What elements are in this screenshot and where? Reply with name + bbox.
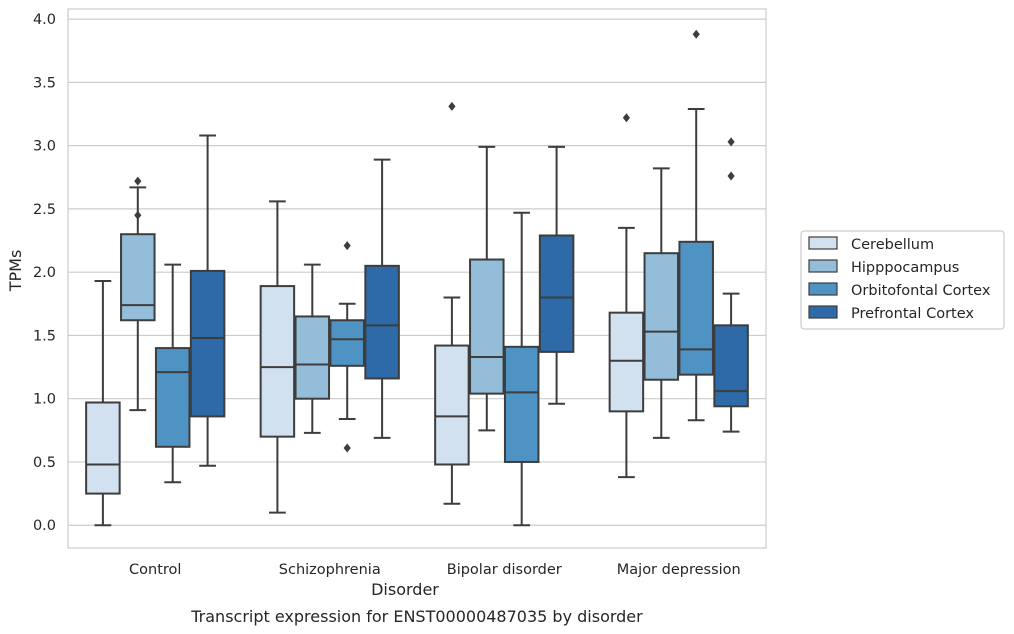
iqr-box (434, 344, 470, 466)
category-group (434, 101, 575, 527)
x-tick-label: Schizophrenia (279, 562, 381, 578)
outlier-point (448, 101, 456, 111)
legend: Cerebellum Hipppocampus Orbitofontal Corte… (800, 230, 1005, 330)
legend-label: Orbitofontal Cortex (851, 283, 991, 299)
box-groups (85, 29, 749, 527)
iqr-box (364, 264, 400, 380)
iqr-box (294, 315, 331, 400)
iqr-box (154, 347, 191, 448)
y-tick-label: 2.0 (33, 265, 56, 281)
y-tick-label: 3.0 (33, 139, 56, 155)
category-group (608, 29, 749, 479)
outlier-point (343, 241, 351, 251)
y-axis-label: TPMs (6, 250, 25, 293)
outlier-point (343, 443, 351, 453)
iqr-box (329, 319, 365, 367)
iqr-box (538, 234, 575, 353)
y-tick-label: 1.5 (33, 328, 56, 344)
iqr-box (713, 324, 749, 408)
y-tick-label: 0.0 (33, 518, 56, 534)
y-tick-label: 4.0 (33, 12, 56, 28)
y-tick-label: 1.0 (33, 392, 56, 408)
legend-label: Hipppocampus (851, 260, 959, 276)
y-axis-ticks: 0.0 0.5 1.0 1.5 2.0 2.5 3.0 3.5 4.0 (33, 12, 56, 534)
iqr-box (608, 311, 645, 413)
y-tick-label: 3.5 (33, 75, 56, 91)
category-group (85, 134, 226, 527)
iqr-box (503, 345, 540, 463)
outlier-point (692, 29, 700, 39)
x-tick-label: Control (129, 562, 181, 578)
legend-label: Cerebellum (851, 237, 934, 253)
plot-frame (67, 8, 767, 549)
outlier-point (134, 210, 142, 220)
y-tick-label: 2.5 (33, 202, 56, 218)
iqr-box (85, 401, 121, 495)
iqr-box (469, 258, 505, 395)
outlier-point (622, 113, 630, 123)
iqr-box (259, 285, 296, 438)
legend-swatch (808, 236, 838, 250)
chart-caption: Transcript expression for ENST0000048703… (190, 607, 643, 626)
legend-swatch (808, 259, 838, 273)
legend-swatch (808, 282, 838, 296)
outlier-point (727, 171, 735, 181)
iqr-box (120, 233, 156, 322)
iqr-box (643, 252, 680, 381)
y-tick-label: 0.5 (33, 455, 56, 471)
legend-swatch (808, 305, 838, 319)
outlier-point (727, 137, 735, 147)
x-axis-label: Disorder (371, 580, 439, 599)
legend-label: Prefrontal Cortex (851, 306, 974, 322)
category-group (259, 158, 400, 514)
iqr-box (678, 240, 714, 376)
x-tick-label: Major depression (617, 562, 741, 578)
outlier-point (134, 176, 142, 186)
x-axis-ticks: Control Schizophrenia Bipolar disorder Majo… (129, 562, 741, 578)
x-tick-label: Bipolar disorder (447, 562, 562, 578)
legend-frame (800, 230, 1005, 330)
iqr-box (189, 269, 226, 418)
